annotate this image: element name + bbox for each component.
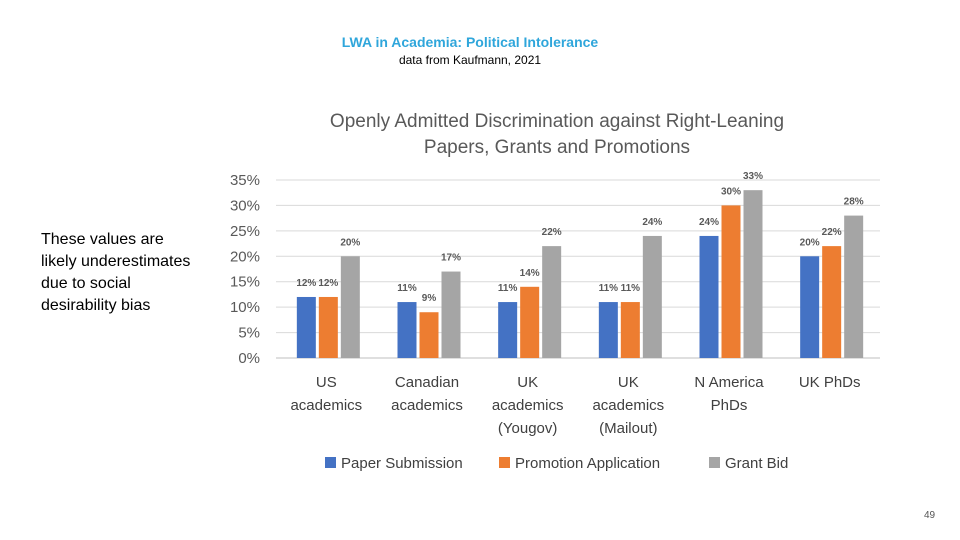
data-label: 33% (743, 171, 763, 182)
data-label: 30% (721, 186, 741, 197)
data-label: 28% (844, 197, 864, 208)
data-label: 12% (318, 278, 338, 289)
data-label: 17% (441, 253, 461, 264)
chart-title: Openly Admitted Discrimination against R… (330, 111, 784, 158)
data-label: 11% (599, 283, 619, 294)
y-tick-label: 30% (230, 197, 260, 214)
x-category-label: UK academics (Yougov) (492, 374, 564, 437)
bar (844, 215, 864, 358)
slide-title: LWA in Academia: Political Intolerance (341, 34, 599, 50)
bar (800, 256, 820, 358)
y-tick-label: 15% (230, 274, 260, 291)
data-label: 11% (498, 283, 518, 294)
y-tick-label: 10% (230, 299, 260, 316)
x-category-label: Canadian academics (391, 374, 463, 414)
data-label: 11% (397, 283, 417, 294)
bar (318, 296, 338, 358)
bar (340, 256, 360, 358)
bar (397, 302, 417, 358)
data-label: 12% (296, 278, 316, 289)
data-label: 24% (642, 217, 662, 228)
x-category-label: N America PhDs (694, 374, 764, 414)
legend-swatch (325, 457, 336, 468)
bar (296, 296, 316, 358)
bar (598, 302, 618, 358)
bar (642, 235, 662, 358)
data-label: 22% (822, 227, 842, 238)
y-tick-label: 20% (230, 248, 260, 265)
y-tick-label: 25% (230, 223, 260, 240)
data-label: 20% (340, 237, 360, 248)
bar (721, 205, 741, 358)
legend-swatch (499, 457, 510, 468)
y-tick-label: 0% (238, 350, 260, 367)
page-number: 49 (924, 510, 936, 521)
y-tick-label: 35% (230, 172, 260, 189)
data-label: 9% (422, 293, 437, 304)
bar (699, 235, 719, 358)
bar (620, 302, 640, 358)
bar (498, 302, 518, 358)
data-label: 24% (699, 217, 719, 228)
bar (743, 190, 763, 358)
x-category-label: UK PhDs (799, 374, 861, 391)
data-label: 20% (800, 237, 820, 248)
x-category-label: US academics (290, 374, 362, 414)
bar (542, 246, 562, 358)
legend-label: Promotion Application (515, 455, 660, 472)
bar (520, 286, 540, 358)
bar (822, 246, 842, 358)
legend-label: Paper Submission (341, 455, 463, 472)
legend-label: Grant Bid (725, 455, 788, 472)
y-tick-label: 5% (238, 325, 260, 342)
bar (419, 312, 439, 358)
data-label: 14% (520, 268, 540, 279)
side-note: These values are likely underestimates d… (41, 231, 191, 314)
bar (441, 271, 461, 358)
slide-subtitle: data from Kaufmann, 2021 (398, 53, 542, 67)
data-label: 11% (621, 283, 641, 294)
data-label: 22% (542, 227, 562, 238)
legend-swatch (709, 457, 720, 468)
x-category-label: UK academics (Mailout) (592, 374, 664, 437)
